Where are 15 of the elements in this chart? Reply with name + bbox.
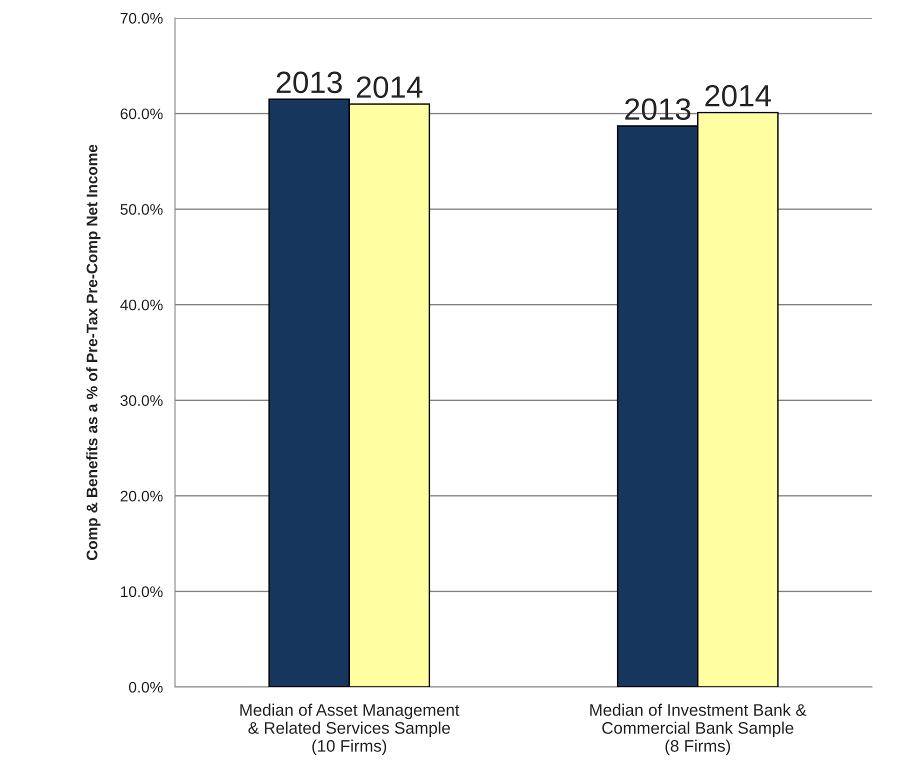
- y-tick-label: 60.0%: [120, 108, 163, 120]
- y-tick-label: 70.0%: [120, 12, 163, 24]
- series-label: 2014: [705, 84, 771, 107]
- y-tick-label: 30.0%: [120, 395, 163, 406]
- text: 2014: [356, 76, 422, 98]
- y-tick-label: 20.0%: [120, 490, 163, 502]
- y-tick-label: 10.0%: [121, 586, 163, 598]
- y-tick-label: 40.0%: [120, 300, 163, 310]
- series-label: 2013: [276, 72, 342, 94]
- y-axis-title: Comp & Benefits as a % of Pre-Tax Pre-Comp Net Income: [86, 144, 100, 560]
- y-tick-label: 0.0%: [128, 682, 163, 693]
- x-tick-label: Median of Asset Management & Related Services Sample (10 Firms): [240, 704, 460, 756]
- x-tick-label: Median of Investment Bank & Commercial Bank Sample (8 Firms): [590, 704, 806, 756]
- y-tick-label: 50.0%: [120, 204, 163, 215]
- text: 2013: [625, 98, 690, 120]
